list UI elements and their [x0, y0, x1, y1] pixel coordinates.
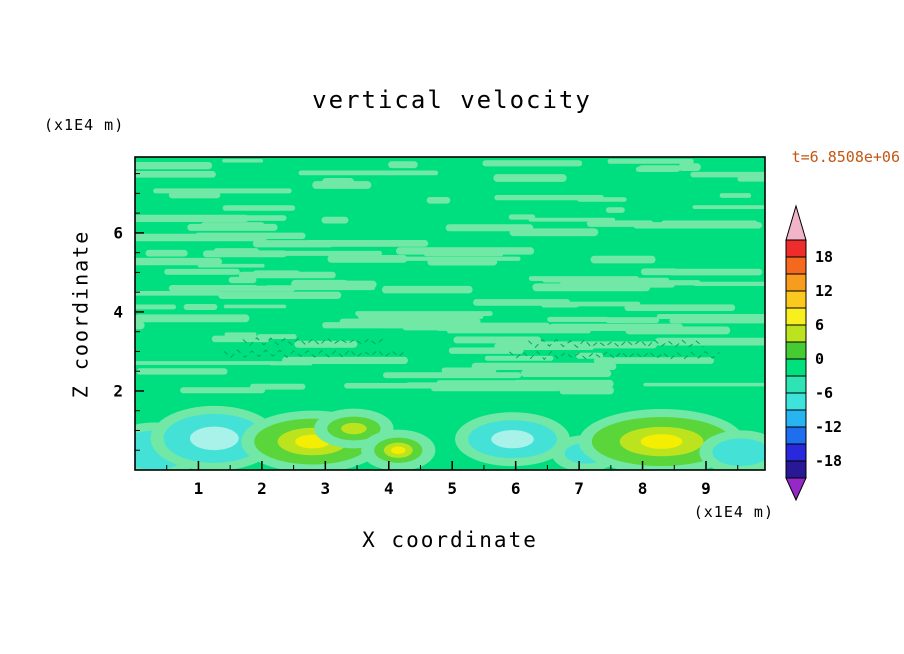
svg-text:4: 4 — [384, 479, 394, 498]
svg-text:6: 6 — [815, 316, 824, 334]
x-axis-title: X coordinate — [362, 528, 538, 552]
y-axis-unit-label: (x1E4 m) — [44, 116, 125, 134]
svg-text:8: 8 — [638, 479, 648, 498]
x-axis-unit-label: (x1E4 m) — [693, 503, 774, 521]
svg-text:12: 12 — [815, 282, 833, 300]
svg-text:18: 18 — [815, 248, 833, 266]
svg-text:4: 4 — [113, 302, 123, 321]
svg-text:0: 0 — [815, 350, 824, 368]
svg-text:6: 6 — [511, 479, 521, 498]
svg-text:5: 5 — [447, 479, 457, 498]
chart-title: vertical velocity — [312, 86, 592, 114]
svg-text:2: 2 — [257, 479, 267, 498]
svg-text:2: 2 — [113, 381, 123, 400]
svg-text:7: 7 — [574, 479, 584, 498]
timestamp-label: t=6.8508e+06 — [791, 148, 900, 166]
svg-text:-18: -18 — [815, 452, 842, 470]
y-axis-title: Z coordinate — [68, 229, 92, 398]
svg-text:6: 6 — [113, 223, 123, 242]
svg-text:-6: -6 — [815, 384, 833, 402]
y-axis-title-box: Z coordinate — [60, 157, 100, 470]
svg-text:9: 9 — [701, 479, 711, 498]
svg-text:3: 3 — [321, 479, 331, 498]
svg-text:1: 1 — [194, 479, 204, 498]
svg-text:-12: -12 — [815, 418, 842, 436]
